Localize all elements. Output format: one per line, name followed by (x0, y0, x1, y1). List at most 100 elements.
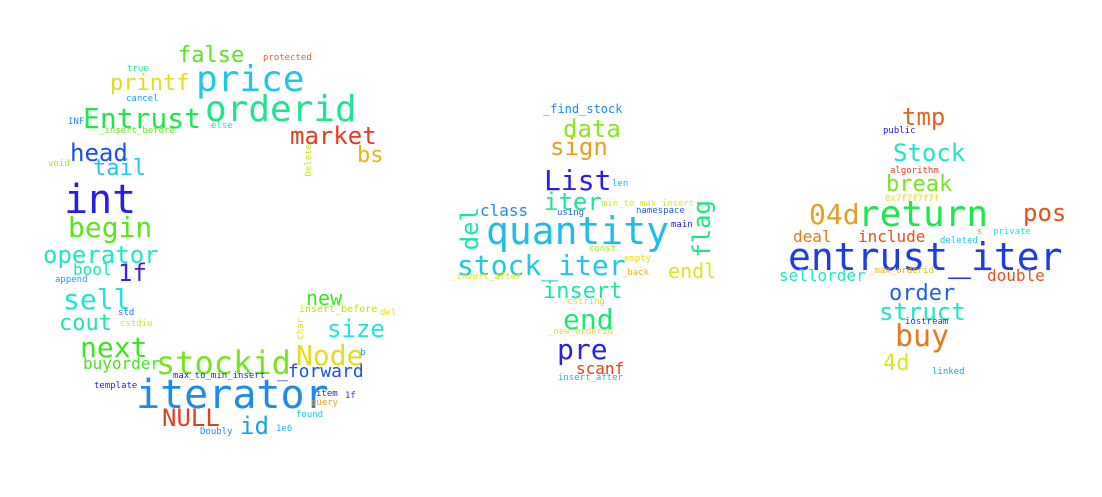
word-printf: printf (110, 71, 190, 96)
word-quantity: quantity (486, 209, 670, 253)
word-len: len (612, 179, 629, 189)
word-true: true (127, 64, 149, 74)
word-scanf: scanf (576, 359, 625, 378)
word-private: private (993, 227, 1031, 237)
word-end: end (563, 303, 614, 336)
word-orderid: orderid (205, 89, 357, 130)
word-bool: bool (73, 260, 112, 279)
word-entrust: Entrust (83, 102, 202, 135)
word-void: void (48, 159, 70, 169)
word-1e6: 1e6 (276, 424, 293, 434)
word-b: b (360, 348, 366, 358)
word-flag: flag (688, 200, 716, 258)
word-delete: Delete (304, 144, 314, 177)
word-struct: struct (879, 298, 966, 326)
word-del: del (456, 207, 484, 251)
word-next: next (80, 331, 148, 364)
word-1f: 1f (345, 391, 356, 401)
word-algorithm: algorithm (890, 166, 939, 176)
word-tmp: tmp (902, 103, 946, 131)
word-iterator: iterator (136, 372, 329, 418)
word-list: List (544, 164, 612, 197)
word-sell: sell (63, 283, 131, 316)
word-cstdio: cstdio (120, 319, 153, 329)
word-item: item (316, 389, 338, 399)
word-iostream: iostream (905, 317, 949, 327)
word-del: del (380, 308, 397, 318)
word-s: s (977, 227, 983, 237)
word-head: head (70, 139, 128, 167)
word-insert-before: insert_before (299, 304, 378, 315)
word-cstring: cstring (567, 297, 605, 307)
word-4d: 4d (883, 351, 910, 376)
word-bs: bs (357, 143, 384, 168)
word-found: found (296, 410, 324, 420)
word-order: order (889, 281, 956, 306)
word-entrust-iter: entrust_iter (788, 235, 1063, 279)
word-data: data (563, 115, 621, 143)
word-market: market (290, 122, 377, 150)
word-insert-after: insert_after (558, 373, 624, 383)
word-double: double (987, 266, 1045, 285)
word-insert-before: _insert_before (99, 126, 175, 136)
word-const: const (589, 244, 617, 254)
word-min-to-max-insert: min_to_max_insert (602, 199, 695, 209)
word-public: public (883, 126, 916, 136)
word-endl: endl (668, 259, 717, 283)
word-cout: cout (59, 311, 112, 336)
word-back: _back (622, 268, 650, 278)
word-sign: sign (550, 133, 608, 161)
word-append: append (55, 275, 88, 285)
word-stock: Stock (893, 139, 966, 167)
word-pos: pos (1023, 199, 1067, 227)
word-deleted: deleted (940, 236, 978, 246)
word-protected: protected (263, 53, 312, 63)
word-include: include (858, 227, 926, 246)
word-1f: 1f (118, 259, 147, 287)
word-price: price (196, 59, 305, 100)
word-std: std (118, 308, 135, 318)
word-class: class (480, 201, 529, 220)
word-buyorder: buyorder (83, 354, 161, 373)
word-pre: pre (557, 333, 608, 366)
word-buy: buy (895, 319, 950, 354)
word-return: return (858, 194, 989, 235)
word-using: using (557, 208, 585, 218)
word-else: else (211, 121, 233, 131)
word-null: NULL (162, 404, 220, 432)
word-forward: _forward (277, 361, 364, 382)
word-tail: tail (93, 156, 146, 181)
word-id: id (240, 412, 269, 440)
word-max-to-min-insert: max_to_min_insert (173, 371, 266, 381)
word-insert: insert (543, 279, 623, 304)
word-break: break (886, 172, 953, 197)
word-false: false (178, 43, 245, 68)
word-new: new (306, 286, 343, 310)
word-char: char (296, 318, 306, 340)
word-doubly: Doubly (200, 427, 233, 437)
word-main: main (671, 220, 693, 230)
word-begin: begin (68, 211, 153, 244)
word-namespace: namespace (636, 206, 685, 216)
word-insert-after: _insert_after (451, 272, 522, 282)
word-sellorder: sellorder (779, 266, 866, 285)
word-max-orderid: _max_orderid (869, 266, 935, 276)
word-new-orderid: _new_orderid (548, 327, 614, 337)
word-iter: iter (544, 188, 602, 216)
word-deal: deal (793, 227, 832, 246)
word-inf: INF (68, 117, 85, 127)
word-linked: linked (932, 367, 965, 377)
word-cancel: cancel (126, 94, 159, 104)
word-stockid: stockid (156, 344, 291, 382)
word-node: Node (296, 339, 364, 372)
word-empty: empty (624, 254, 652, 264)
word-find-stock: _find_stock (543, 102, 623, 116)
word-int: int (64, 177, 137, 223)
word-stock-iter: stock_iter (457, 249, 626, 282)
word-operator: operator (43, 241, 159, 269)
word-template: template (94, 381, 138, 391)
word-04d: 04d (809, 198, 860, 231)
word-0x7f7f7f7f: 0x7f7f7f7f (885, 194, 940, 204)
word-size: size (327, 315, 385, 343)
